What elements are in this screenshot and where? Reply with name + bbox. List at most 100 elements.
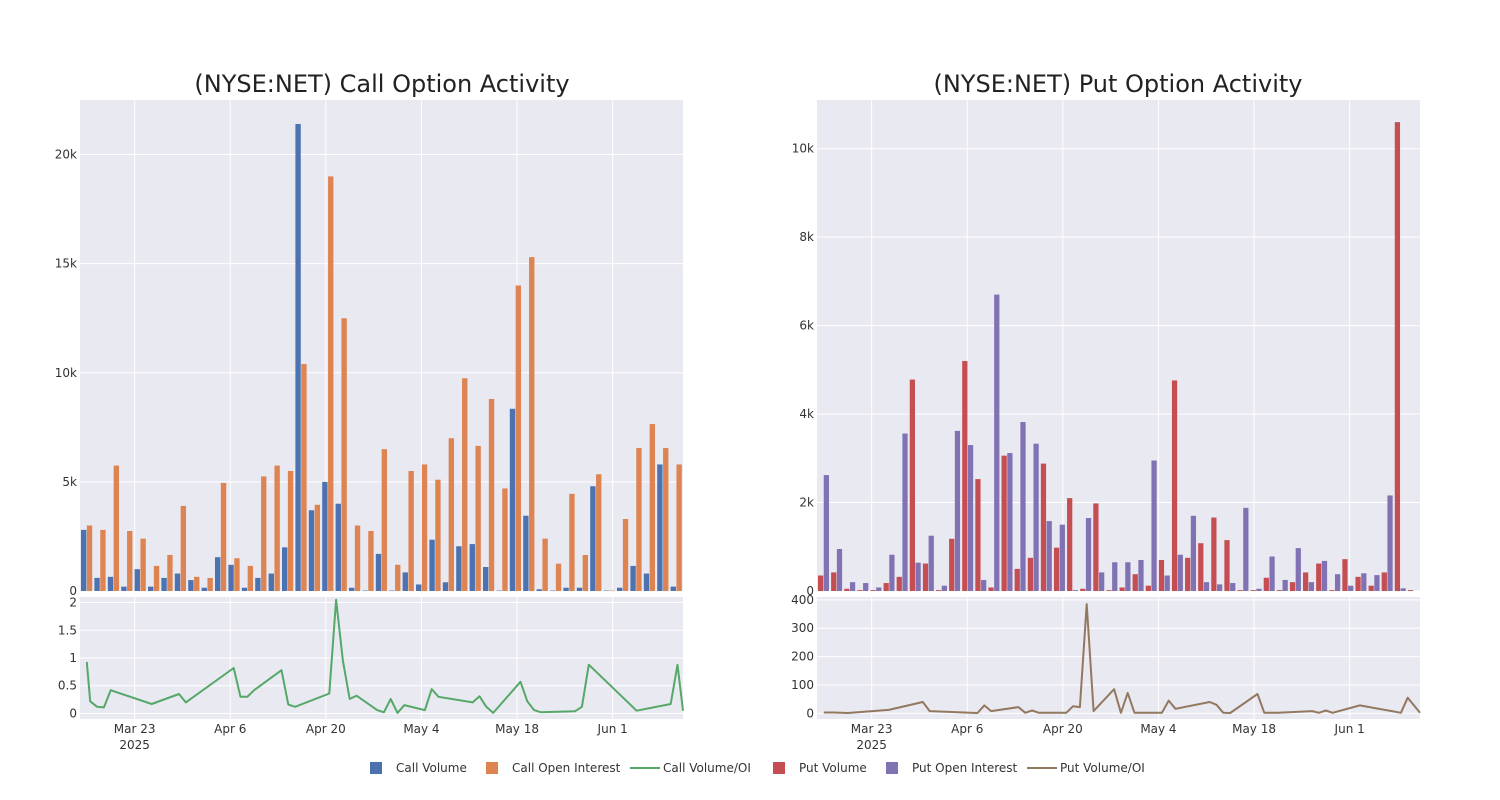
call-volume-bar xyxy=(121,586,127,591)
put-open-interest-bar xyxy=(823,475,829,591)
call-open-interest-bar xyxy=(153,565,160,591)
call-volume-bar xyxy=(402,572,408,591)
x-tick-label: Jun 1 xyxy=(1334,722,1365,736)
legend-label: Call Volume/OI xyxy=(663,761,751,775)
call-volume-bar xyxy=(523,515,529,591)
put-volume-bar xyxy=(1237,590,1243,591)
call-open-interest-bar xyxy=(167,554,173,591)
plot-background xyxy=(817,597,1420,719)
put-volume-bar xyxy=(1106,590,1112,591)
call-volume-bar xyxy=(456,546,462,591)
y-tick-label: 2 xyxy=(69,596,77,610)
call-volume-bar xyxy=(134,569,140,591)
call-volume-bar xyxy=(563,587,569,591)
x-tick-label: May 18 xyxy=(495,722,539,736)
call-volume-bar xyxy=(469,544,475,591)
put-open-interest-bar xyxy=(849,582,856,591)
call-volume-bar xyxy=(295,124,301,591)
x-tick-label: Mar 23 xyxy=(851,722,893,736)
put-volume-bar xyxy=(1250,590,1256,591)
x-tick-year: 2025 xyxy=(119,738,150,752)
call-volume-bar xyxy=(308,510,315,591)
put-volume-bar xyxy=(1276,590,1283,591)
put-volume-bar xyxy=(1014,568,1020,591)
call-volume-bar xyxy=(509,408,516,591)
y-tick-label: 0 xyxy=(806,706,814,720)
put-volume-bar xyxy=(844,588,850,591)
call-open-interest-bar xyxy=(113,465,120,591)
call-open-interest-bar xyxy=(515,285,522,591)
put-volume-bar xyxy=(1158,560,1165,591)
put-open-interest-bar xyxy=(1177,554,1183,591)
y-tick-label: 20k xyxy=(55,148,77,162)
call-volume-bar xyxy=(670,586,676,591)
put-open-interest-bar xyxy=(1243,507,1249,591)
call-volume-bar xyxy=(536,589,542,591)
y-tick-label: 8k xyxy=(799,230,814,244)
call-open-interest-bar xyxy=(435,479,441,591)
call-open-interest-bar xyxy=(596,474,602,591)
call-open-interest-bar xyxy=(408,470,414,591)
put-volume-bar xyxy=(1171,380,1178,591)
call-volume-bar xyxy=(590,486,596,591)
x-tick-label: Jun 1 xyxy=(597,722,628,736)
y-tick-label: 1 xyxy=(69,651,77,665)
put-open-interest-bar xyxy=(1348,585,1354,591)
put-volume-bar xyxy=(1001,455,1007,591)
call-open-interest-bar xyxy=(354,525,361,591)
x-tick-label: Mar 23 xyxy=(114,722,156,736)
call-open-interest-bar xyxy=(180,505,187,591)
put-volume-bar xyxy=(1119,587,1125,591)
call-volume-bar xyxy=(483,566,489,591)
call-volume-bar xyxy=(188,580,194,591)
call-open-interest-bar xyxy=(86,525,93,591)
legend-label: Put Volume xyxy=(799,761,867,775)
put-volume-bar xyxy=(1342,559,1348,591)
put-open-interest-bar xyxy=(1361,573,1367,591)
put-open-interest-bar xyxy=(1400,588,1406,591)
call-volume-bar xyxy=(282,547,288,591)
y-tick-label: 200 xyxy=(791,650,814,664)
put-open-interest-bar xyxy=(981,579,987,591)
put-volume-bar xyxy=(1407,590,1414,591)
x-tick-label: Apr 6 xyxy=(214,722,246,736)
put-open-interest-bar xyxy=(1321,560,1328,591)
put-volume-bar xyxy=(818,575,824,591)
legend-swatch xyxy=(886,762,898,774)
call-volume-bar xyxy=(161,577,167,591)
put-volume-bar xyxy=(1211,517,1217,591)
put-open-interest-bar xyxy=(915,562,921,591)
call-volume-bar xyxy=(389,590,395,592)
put-volume-bar xyxy=(1080,588,1086,591)
legend-label: Put Open Interest xyxy=(912,761,1018,775)
put-open-interest-bar xyxy=(1217,584,1223,591)
call-open-interest-bar xyxy=(368,530,374,591)
call-volume-bar xyxy=(268,573,274,591)
put-ratio-plot: 0 100 200 300 400 Mar 23 2025 Apr 6 Apr 20 May 4 M… xyxy=(791,593,1421,752)
plot-background xyxy=(817,100,1420,591)
call-open-interest-bar xyxy=(261,476,267,591)
call-open-interest-bar xyxy=(582,554,589,591)
call-volume-bar xyxy=(550,590,556,592)
call-volume-bar xyxy=(375,553,382,591)
put-volume-bar xyxy=(949,538,955,591)
y-tick-label: 1.5 xyxy=(58,623,77,637)
legend-swatch xyxy=(773,762,785,774)
put-volume-bar xyxy=(1145,585,1151,591)
call-open-interest-bar xyxy=(663,448,669,591)
call-volume-bar xyxy=(429,539,435,591)
y-tick-label: 15k xyxy=(55,257,77,271)
put-open-interest-bar xyxy=(1269,556,1275,591)
put-volume-bar xyxy=(1394,122,1401,591)
call-bar-plot: 0 5k 10k 15k 20k xyxy=(55,100,683,598)
put-open-interest-bar xyxy=(954,430,961,591)
call-option-panel: (NYSE:NET) Call Option Activity 0 5k 10k 15… xyxy=(55,70,684,752)
call-volume-bar xyxy=(81,529,87,591)
call-open-interest-bar xyxy=(301,364,307,591)
call-volume-bar xyxy=(107,576,114,591)
call-volume-bar xyxy=(228,564,234,591)
call-volume-bar xyxy=(362,590,368,592)
call-open-interest-bar xyxy=(448,438,455,591)
call-volume-bar xyxy=(603,590,609,592)
